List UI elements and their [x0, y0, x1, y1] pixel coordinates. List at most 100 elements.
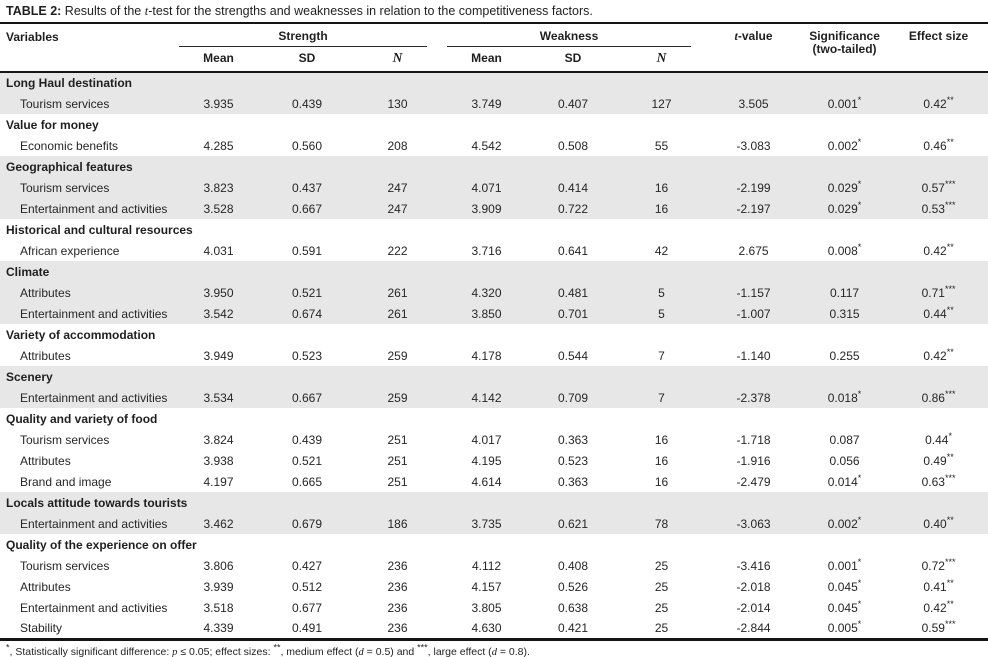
cell-value: 127: [651, 96, 672, 111]
table-body: Long Haul destination Tourism services 3.9…: [0, 72, 988, 641]
cell-value: 5: [658, 285, 665, 300]
table-row: Entertainment and activities 3.518 0.677 23…: [0, 597, 988, 618]
cell-value: 0.001*: [827, 94, 862, 111]
footnote-text: , large effect (: [427, 645, 492, 657]
section-title: Quality of the experience on offer: [6, 537, 197, 552]
cell-value: 16: [654, 453, 669, 468]
section-header-row: Quality of the experience on offer: [0, 534, 988, 555]
cell-value: 3.534: [203, 390, 234, 405]
significance-asterisk: **: [946, 241, 954, 252]
cell-value: 3.806: [203, 558, 234, 573]
cell-value: 0.521: [291, 453, 323, 468]
row-label: Attributes: [20, 285, 71, 300]
row-label: Entertainment and activities: [20, 201, 168, 216]
significance-asterisk: **: [946, 577, 954, 588]
cell-value: 16: [654, 201, 669, 216]
col-header-significance: Significance (two-tailed): [800, 24, 890, 73]
cell-value: 3.824: [203, 432, 234, 447]
cell-value: 0.045*: [827, 577, 862, 594]
cell-value: 42: [654, 243, 669, 258]
cell-value: 0.667: [291, 201, 323, 216]
col-group-strength: Strength: [175, 24, 443, 47]
cell-value: 0.002*: [827, 136, 862, 153]
row-label: Brand and image: [20, 474, 112, 489]
section-title: Quality and variety of food: [6, 411, 158, 426]
significance-asterisk: *: [857, 514, 862, 525]
row-label: Stability: [0, 618, 175, 641]
row-label: Entertainment and activities: [20, 600, 168, 615]
cell-value: 0.53***: [921, 199, 956, 216]
row-label: Entertainment and activities: [20, 390, 168, 405]
cell-value: 0.018*: [827, 388, 862, 405]
col-header-tvalue-italic: t: [734, 29, 738, 43]
row-label: Economic benefits: [20, 138, 119, 153]
col-header-significance-line2: (two-tailed): [812, 42, 877, 56]
table-row: Stability 4.339 0.491 236 4.630 0.421 25 -2.844…: [0, 618, 988, 641]
col-header-weakness-sd: SD: [530, 47, 617, 73]
cell-value: 261: [387, 285, 408, 300]
col-group-weakness-label: Weakness: [447, 29, 692, 47]
cell-value: 4.178: [471, 348, 502, 363]
cell-value: 7: [658, 348, 665, 363]
cell-value: 0.41**: [923, 577, 954, 594]
cell-value: 0.117: [829, 285, 860, 300]
table-header: Variables Strength Weakness t-value Sign…: [0, 24, 988, 73]
table-caption-label: TABLE 2:: [6, 4, 62, 18]
section-header-row: Locals attitude towards tourists: [0, 492, 988, 513]
section-title: Value for money: [6, 117, 99, 132]
cell-value: -2.014: [736, 600, 771, 615]
cell-value: 0.005*: [800, 618, 890, 641]
significance-asterisk: *: [857, 598, 862, 609]
footnote-text: = 0.8).: [496, 645, 530, 657]
cell-value: 0.641: [558, 243, 589, 258]
cell-value: 0.255: [829, 348, 860, 363]
cell-value: -3.063: [736, 516, 771, 531]
cell-value: 0.427: [291, 558, 323, 573]
section-title: Scenery: [6, 369, 53, 384]
significance-asterisk: **: [946, 598, 954, 609]
section-header-row: Long Haul destination: [0, 72, 988, 93]
row-label: Tourism services: [20, 432, 110, 447]
cell-value: 0.677: [291, 600, 323, 615]
significance-asterisk: *: [948, 430, 952, 441]
significance-asterisk: *: [857, 178, 862, 189]
section-header-row: Quality and variety of food: [0, 408, 988, 429]
cell-value: 3.505: [738, 96, 769, 111]
cell-value: 247: [387, 201, 408, 216]
table-row: Attributes 3.950 0.521 261 4.320 0.481 5 -1.157…: [0, 282, 988, 303]
cell-value: 5: [658, 306, 665, 321]
col-header-weakness-mean: Mean: [443, 47, 531, 73]
section-title: Geographical features: [6, 159, 133, 174]
cell-value: 4.630: [443, 618, 531, 641]
cell-value: 3.823: [203, 180, 234, 195]
cell-value: 3.716: [471, 243, 502, 258]
cell-value: 0.42**: [923, 598, 954, 615]
cell-value: 251: [387, 453, 408, 468]
significance-asterisk: **: [946, 346, 954, 357]
cell-value: 16: [654, 432, 669, 447]
cell-value: 3.935: [203, 96, 234, 111]
cell-value: 0.42**: [923, 346, 954, 363]
cell-value: 0.508: [558, 138, 589, 153]
significance-asterisk: *: [857, 94, 862, 105]
cell-value: 0.86***: [921, 388, 956, 405]
cell-value: 4.031: [203, 243, 234, 258]
section-title: Long Haul destination: [6, 76, 132, 90]
footnote-italic-symbol: p: [172, 646, 178, 657]
cell-value: 0.315: [829, 306, 860, 321]
row-label: Tourism services: [20, 96, 110, 111]
cell-value: 0.665: [291, 474, 323, 489]
section-title: Variety of accommodation: [6, 327, 156, 342]
ttest-results-table: Variables Strength Weakness t-value Sign…: [0, 24, 988, 641]
cell-value: -1.916: [736, 453, 771, 468]
cell-value: 4.614: [471, 474, 502, 489]
row-label: Entertainment and activities: [20, 516, 168, 531]
cell-value: 186: [387, 516, 408, 531]
cell-value: 3.805: [471, 600, 502, 615]
cell-value: 55: [654, 138, 669, 153]
cell-value: 0.72***: [921, 556, 956, 573]
table-row: Tourism services 3.806 0.427 236 4.112 0.408 2…: [0, 555, 988, 576]
cell-value: 4.339: [175, 618, 262, 641]
significance-asterisk: **: [946, 514, 954, 525]
